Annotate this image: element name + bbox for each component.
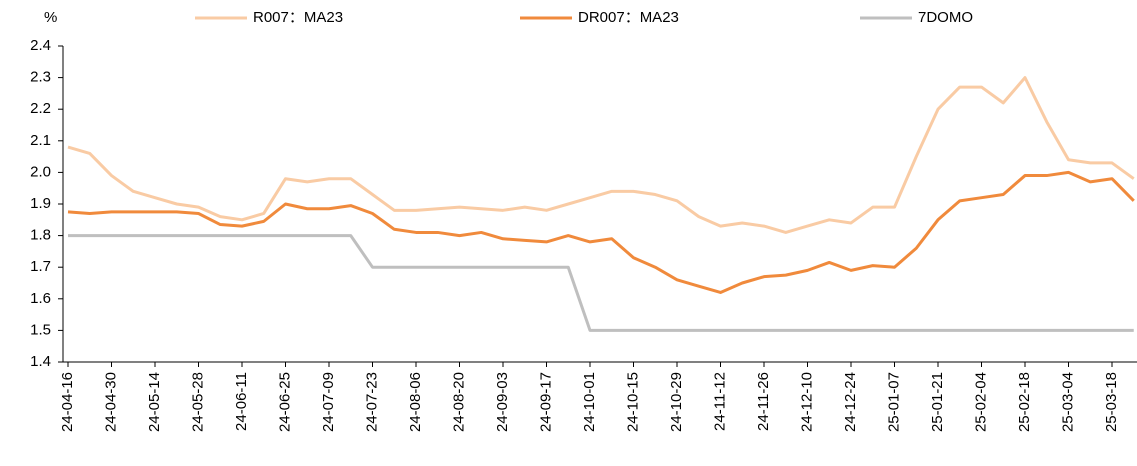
x-tick-label: 24-09-17 bbox=[537, 372, 554, 432]
x-tick-label: 24-12-10 bbox=[798, 372, 815, 432]
x-tick-label: 24-07-23 bbox=[363, 372, 380, 432]
y-tick-label: 2.0 bbox=[30, 163, 51, 180]
x-tick-label: 24-06-11 bbox=[233, 372, 250, 431]
y-tick-label: 1.8 bbox=[30, 227, 51, 244]
line-series bbox=[67, 76, 1135, 234]
x-tick-label: 24-04-30 bbox=[102, 372, 119, 432]
line-series bbox=[68, 234, 1134, 332]
x-tick-label: 25-02-04 bbox=[972, 372, 989, 432]
x-tick-label: 24-08-06 bbox=[407, 372, 424, 432]
x-tick-label: 24-10-15 bbox=[624, 372, 641, 432]
x-tick-label: 24-05-14 bbox=[146, 372, 163, 432]
x-tick-label: 25-03-04 bbox=[1059, 372, 1076, 432]
y-tick-label: 2.1 bbox=[30, 132, 51, 149]
x-tick-label: 24-10-29 bbox=[668, 372, 685, 432]
y-tick-label: 1.9 bbox=[30, 195, 51, 212]
x-tick-label: 25-03-18 bbox=[1103, 372, 1120, 432]
x-tick-label: 24-06-25 bbox=[276, 372, 293, 432]
x-tick-label: 25-02-18 bbox=[1016, 372, 1033, 432]
y-tick-label: 2.4 bbox=[30, 37, 51, 54]
y-tick-label: 1.6 bbox=[30, 290, 51, 307]
x-tick-label: 24-10-01 bbox=[581, 372, 598, 432]
x-tick-label: 24-11-26 bbox=[755, 372, 772, 431]
x-tick-label: 25-01-07 bbox=[885, 372, 902, 432]
x-tick-label: 24-11-12 bbox=[711, 372, 728, 431]
y-tick-label: 2.2 bbox=[30, 100, 51, 117]
x-tick-label: 24-08-20 bbox=[450, 372, 467, 432]
legend-label: 7DOMO bbox=[918, 9, 973, 26]
y-tick-label: 1.7 bbox=[30, 258, 51, 275]
y-tick-label: 2.3 bbox=[30, 69, 51, 86]
x-tick-label: 24-12-24 bbox=[842, 372, 859, 432]
legend-label: R007：MA23 bbox=[253, 9, 343, 26]
line-series bbox=[67, 170, 1135, 294]
x-tick-label: 25-01-21 bbox=[929, 372, 946, 432]
legend-label: DR007：MA23 bbox=[578, 9, 679, 26]
y-tick-label: 1.5 bbox=[30, 321, 51, 338]
y-axis-unit: % bbox=[44, 9, 57, 26]
x-tick-label: 24-05-28 bbox=[189, 372, 206, 432]
x-tick-label: 24-09-03 bbox=[494, 372, 511, 432]
y-tick-label: 1.4 bbox=[30, 353, 51, 370]
x-tick-label: 24-07-09 bbox=[320, 372, 337, 432]
x-tick-label: 24-04-16 bbox=[59, 372, 76, 432]
